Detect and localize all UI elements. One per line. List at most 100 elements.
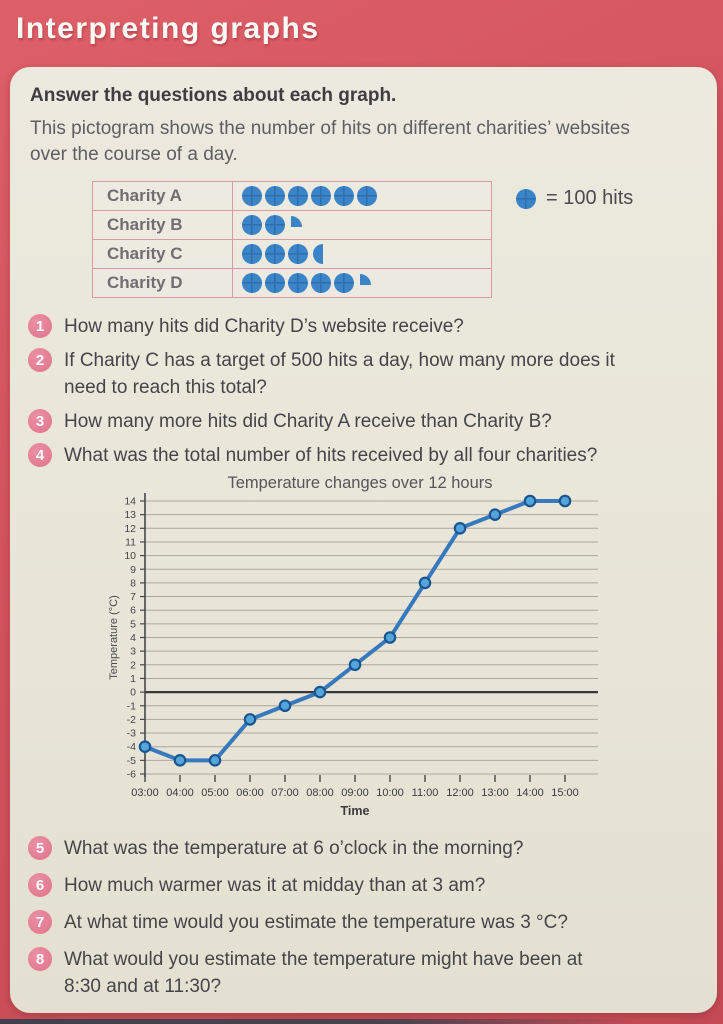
content-card: Answer the questions about each graph. T… [10, 67, 717, 1013]
x-tick-label: 08:00 [306, 787, 334, 799]
question-text: What would you estimate the temperature … [64, 949, 583, 997]
hits-symbol-icon [516, 188, 536, 209]
y-tick-label: 2 [130, 659, 136, 671]
data-point-marker [558, 494, 572, 508]
x-tick-label: 13:00 [481, 787, 509, 799]
pictogram-symbols [233, 215, 302, 235]
pictogram-row-label: Charity C [93, 240, 233, 268]
question-item: 5 What was the temperature at 6 o’clock i… [28, 835, 708, 862]
y-tick-label: 6 [130, 605, 136, 617]
data-point-marker [523, 494, 537, 508]
x-tick-label: 05:00 [201, 787, 229, 799]
hits-symbol-icon [311, 186, 331, 206]
y-tick-label: 8 [130, 577, 136, 589]
question-text: How many hits did Charity D’s website re… [64, 316, 464, 337]
chart-title: Temperature changes over 12 hours [227, 474, 493, 492]
question-number-badge: 8 [28, 947, 52, 971]
hits-symbol-icon [242, 273, 262, 293]
y-tick-label: 11 [125, 536, 136, 548]
pictogram-row: Charity D [93, 268, 491, 297]
y-tick-label: 1 [130, 673, 136, 685]
question-number-badge: 2 [28, 348, 52, 372]
question-number-badge: 3 [28, 409, 52, 433]
question-number-badge: 4 [28, 443, 52, 467]
y-tick-label: 9 [130, 564, 136, 576]
question-item: 6 How much warmer was it at midday than a… [28, 872, 708, 899]
question-text: How much warmer was it at midday than at… [64, 875, 486, 896]
y-tick-label: 5 [130, 618, 136, 630]
hits-symbol-icon [311, 273, 331, 293]
instructions-heading: Answer the questions about each graph. [30, 85, 397, 106]
pictogram-row-label: Charity A [93, 182, 233, 210]
y-tick-label: -1 [127, 700, 136, 712]
question-text: What was the total number of hits receiv… [64, 445, 598, 466]
hits-symbol-icon [288, 186, 308, 206]
data-point-marker [383, 631, 397, 644]
hits-symbol-icon [334, 186, 354, 206]
y-tick-label: 14 [124, 496, 136, 508]
hits-symbol-icon [288, 273, 308, 293]
question-number-badge: 5 [28, 836, 52, 860]
pictogram-row-label: Charity B [93, 211, 233, 239]
page-title: Interpreting graphs [16, 12, 320, 45]
hits-symbol-icon [265, 244, 285, 264]
hits-symbol-icon [265, 215, 285, 235]
x-tick-label: 03:00 [131, 787, 159, 799]
quarter-hits-symbol-icon [291, 215, 302, 227]
pictogram-row: Charity C [93, 239, 491, 268]
hits-symbol-icon [265, 186, 285, 206]
x-tick-label: 09:00 [341, 787, 369, 799]
data-point-marker [243, 713, 257, 726]
hits-symbol-icon [242, 244, 262, 264]
hits-symbol-icon [357, 186, 377, 206]
y-tick-label: -6 [127, 769, 136, 781]
y-tick-label: -5 [127, 755, 136, 767]
x-tick-label: 10:00 [376, 787, 404, 799]
y-tick-label: 3 [130, 646, 136, 658]
y-tick-label: 7 [130, 591, 136, 603]
graph-questions: 5 What was the temperature at 6 o’clock i… [28, 835, 708, 1010]
hits-symbol-icon [288, 244, 308, 264]
y-tick-label: 13 [124, 509, 136, 521]
data-point-marker [208, 754, 222, 767]
pictogram-symbols [233, 273, 371, 293]
question-text: How many more hits did Charity A receive… [64, 411, 552, 432]
y-axis-title: Temperature (°C) [108, 595, 120, 679]
question-number-badge: 1 [28, 314, 52, 338]
hits-symbol-icon [334, 273, 354, 293]
hits-symbol-icon [265, 273, 285, 293]
hits-symbol-icon [242, 215, 262, 235]
x-axis-title: Time [341, 804, 370, 816]
question-item: 2 If Charity C has a target of 500 hits a… [28, 347, 708, 401]
x-tick-label: 15:00 [551, 787, 579, 799]
question-item: 7 At what time would you estimate the tem… [28, 909, 708, 936]
question-item: 4 What was the total number of hits recei… [28, 442, 708, 469]
y-tick-label: 12 [124, 523, 136, 535]
y-tick-label: 0 [130, 687, 136, 699]
y-tick-label: -4 [127, 741, 136, 753]
y-tick-label: 10 [124, 550, 136, 562]
question-number-badge: 6 [28, 873, 52, 897]
data-point-marker [173, 754, 187, 767]
data-point-marker [278, 699, 292, 713]
data-point-marker [138, 740, 152, 753]
question-item: 3 How many more hits did Charity A receiv… [28, 408, 708, 435]
y-tick-label: -3 [127, 728, 136, 740]
intro-text: This pictogram shows the number of hits … [30, 118, 630, 165]
x-tick-label: 07:00 [271, 787, 299, 799]
y-tick-label: 4 [130, 632, 136, 644]
x-tick-label: 14:00 [516, 787, 544, 799]
pictogram-key: = 100 hits [516, 187, 633, 210]
question-item: 1 How many hits did Charity D’s website r… [28, 313, 708, 340]
pictogram-row: Charity A [93, 182, 491, 210]
half-hits-symbol-icon [313, 244, 323, 264]
pictogram-questions: 1 How many hits did Charity D’s website r… [28, 313, 708, 476]
pictogram-row: Charity B [93, 210, 491, 239]
pictogram-symbols [233, 186, 377, 206]
temperature-line [143, 499, 567, 763]
question-text: If Charity C has a target of 500 hits a … [64, 350, 615, 398]
data-point-marker [313, 685, 327, 699]
x-tick-label: 12:00 [446, 787, 474, 799]
